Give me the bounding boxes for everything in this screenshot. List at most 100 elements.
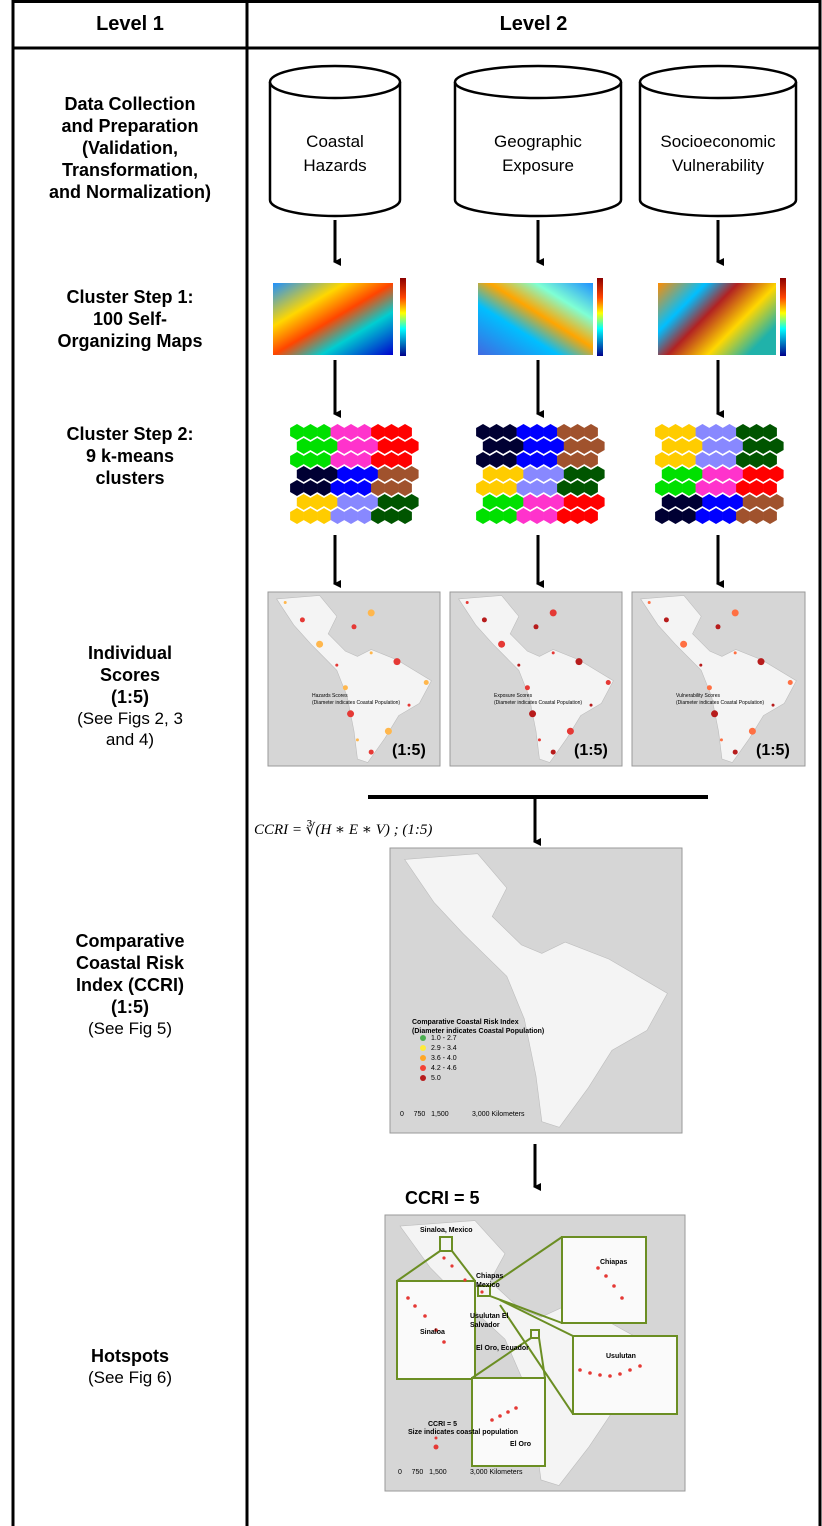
hex-cell [310,466,325,482]
row-label: 9 k-means [85,446,175,466]
hex-cell [377,494,392,510]
database-label: Exposure [502,156,574,175]
coastal-point [551,651,555,655]
database-label: Socioeconomic [660,132,776,151]
hex-cell [543,452,558,468]
coastal-point [407,703,411,707]
inset-label: El Oro [510,1441,532,1448]
hex-cell [303,424,318,440]
place-label: El Oro, Ecuador [476,1345,529,1352]
database-label: Vulnerability [672,156,764,175]
hex-cell [344,452,358,468]
coastal-point [719,738,723,742]
kmeans-cluster-maps [290,424,784,524]
hex-cell [590,438,605,454]
row-label: clusters [95,468,165,488]
coastal-point [369,651,373,655]
inset-label: Usulutan [606,1353,636,1360]
hex-cell [364,438,379,454]
place-label: Sinaloa, Mexico [420,1227,473,1234]
hex-cell [357,508,372,524]
hex-cell [530,424,544,440]
hex-cell [296,466,311,482]
hex-cell [709,424,723,440]
place-label: Usulutan El Salvador [470,1313,509,1329]
hex-cell [590,466,605,482]
som-heatmaps [273,278,786,356]
coastal-point [524,685,530,691]
hex-cell [695,508,710,524]
hex-cell [577,494,592,510]
coastal-point [575,658,583,666]
hex-cell [482,438,497,454]
coastal-point [711,710,719,718]
scale-bar: 0 750 1,500 3,000 Kilometers [398,1469,523,1476]
coastal-point [316,640,324,648]
hex-cell [584,480,598,496]
row-label: (Validation, [81,138,178,158]
hex-cell [769,466,784,482]
map-legend: (Diameter indicates Coastal Population) [676,700,765,706]
hex-cell [530,508,544,524]
score-maps [267,591,806,767]
coastal-point [498,640,506,648]
hex-cell [330,480,345,496]
hex-cell [290,480,304,496]
hex-cell [557,480,571,496]
hex-cell [357,480,372,496]
row-label: (1:5) [110,687,149,707]
hex-cell [655,508,669,524]
ccri-legend-item: 4.2 - 4.6 [431,1065,457,1072]
inset-label: Sinaloa [420,1329,445,1336]
hex-cell [756,438,771,454]
hex-cell [404,494,419,510]
coastal-point [550,749,556,755]
hex-cell [377,438,392,454]
hex-cell [509,438,524,454]
row-label: Hotspots [91,1346,169,1366]
hex-cell [763,480,777,496]
hex-cell [509,494,524,510]
hex-cell [337,466,352,482]
column-header: Level 2 [499,13,568,35]
hex-cell [557,452,571,468]
hex-cell [715,494,730,510]
hex-cell [570,508,585,524]
hex-cell [516,508,531,524]
hex-cell [489,480,504,496]
hex-cell [364,466,379,482]
hex-cell [584,452,598,468]
row-label: and Preparation [61,116,199,136]
row-label: Individual [87,643,172,663]
coastal-point [533,624,539,630]
hex-cell [709,480,723,496]
hex-cell [655,480,669,496]
hex-cell [476,508,490,524]
hex-cell [364,494,379,510]
hex-cell [317,452,331,468]
hex-cell [756,466,771,482]
hex-cell [371,480,385,496]
hex-cell [570,480,585,496]
hex-cell [303,480,318,496]
hex-cell [296,438,311,454]
hex-cell [489,508,504,524]
map-legend: (Diameter indicates Coastal Population) [494,700,583,706]
coastal-point [355,738,359,742]
hex-cell [702,438,717,454]
database-cylinders [268,64,798,218]
hex-cell [391,494,406,510]
hex-cell [503,424,517,440]
coastal-point [481,617,487,623]
hex-cell [769,494,784,510]
hex-cell [523,494,538,510]
ccri-legend-item: 5.0 [431,1075,441,1082]
hex-cell [729,494,744,510]
hex-cell [350,466,365,482]
column-header: Level 1 [96,13,164,35]
map-legend: (Diameter indicates Coastal Population) [312,700,401,706]
hex-cell [536,494,551,510]
ccri-legend-item: 3.6 - 4.0 [431,1055,457,1062]
